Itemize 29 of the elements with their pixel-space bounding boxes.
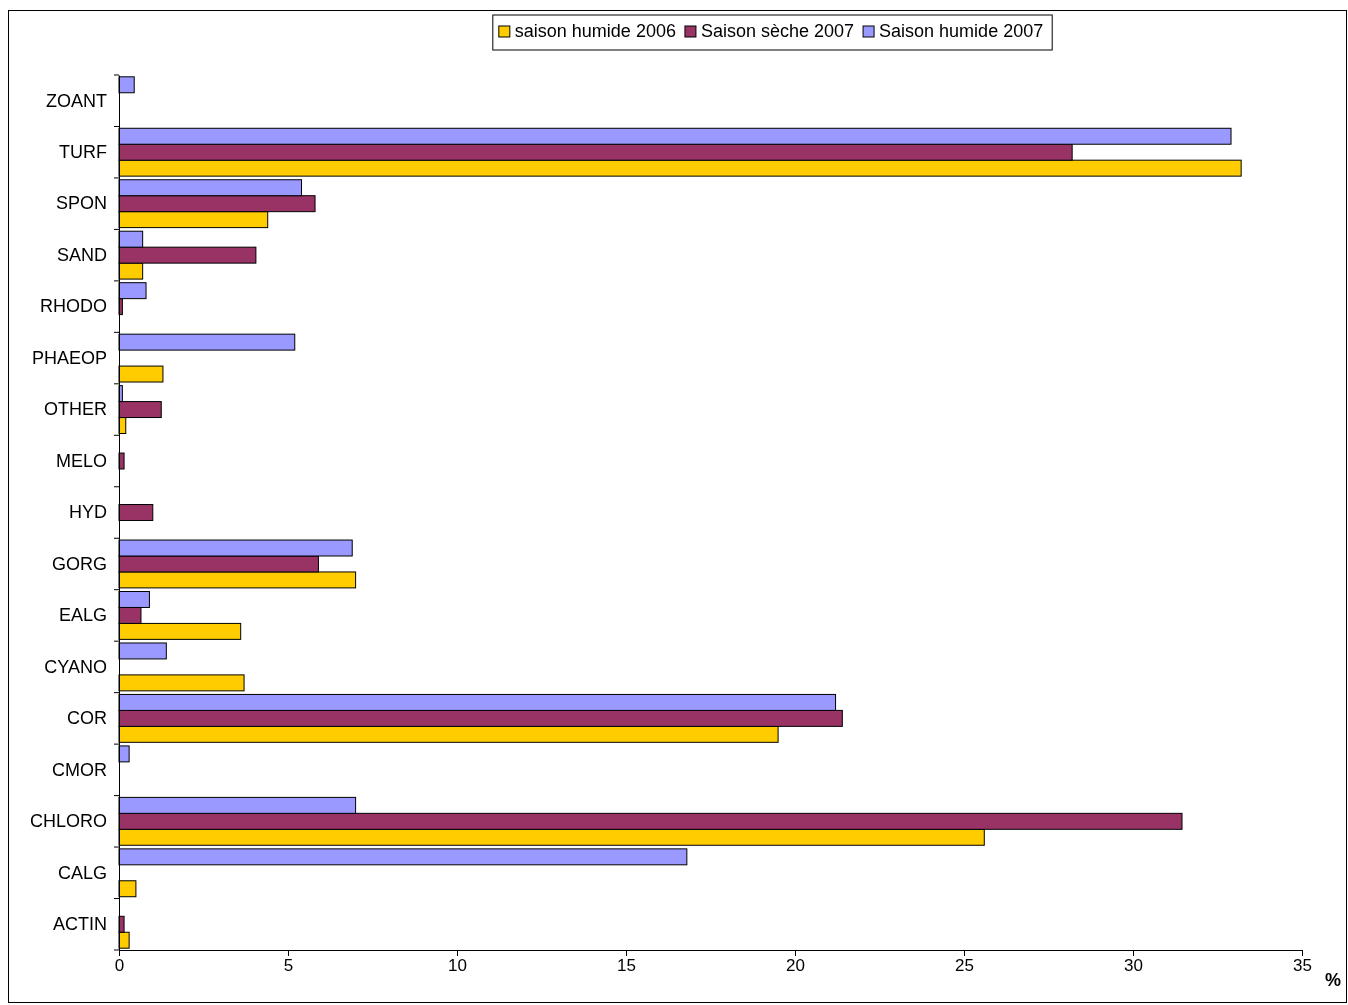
legend-label: saison humide 2006 xyxy=(514,21,676,41)
y-tick-label: HYD xyxy=(68,502,107,523)
x-tick-label: 30 xyxy=(1124,956,1143,976)
legend-label: Saison humide 2007 xyxy=(879,21,1044,41)
x-tick-label: 5 xyxy=(283,956,294,976)
x-tick-label: 10 xyxy=(448,956,467,976)
y-tick-label: OTHER xyxy=(44,399,107,420)
x-tick-label: 25 xyxy=(955,956,974,976)
y-tick-label: PHAEOP xyxy=(31,347,107,368)
y-tick-label: ACTIN xyxy=(53,914,107,935)
y-tick-label: CHLORO xyxy=(29,811,107,832)
y-tick-label: ZOANT xyxy=(46,90,107,111)
y-tick-label: GORG xyxy=(51,553,107,574)
legend-label: Saison sèche 2007 xyxy=(700,21,855,41)
x-tick-label: 20 xyxy=(786,956,805,976)
y-tick-label: EALG xyxy=(58,605,107,626)
y-tick-label: TURF xyxy=(59,141,107,162)
x-tick-label: 0 xyxy=(114,956,125,976)
y-tick-label: SAND xyxy=(56,244,107,265)
y-tick-label: RHODO xyxy=(40,296,107,317)
x-axis-title: % xyxy=(1324,970,1342,990)
x-tick-label: 35 xyxy=(1293,956,1312,976)
x-tick-label: 15 xyxy=(617,956,636,976)
y-tick-label: CALG xyxy=(57,862,107,883)
y-tick-label: CMOR xyxy=(52,759,107,780)
y-tick-label: COR xyxy=(67,708,107,729)
y-tick-label: MELO xyxy=(55,450,107,471)
y-tick-label: CYANO xyxy=(44,656,107,677)
y-tick-label: SPON xyxy=(55,193,107,214)
